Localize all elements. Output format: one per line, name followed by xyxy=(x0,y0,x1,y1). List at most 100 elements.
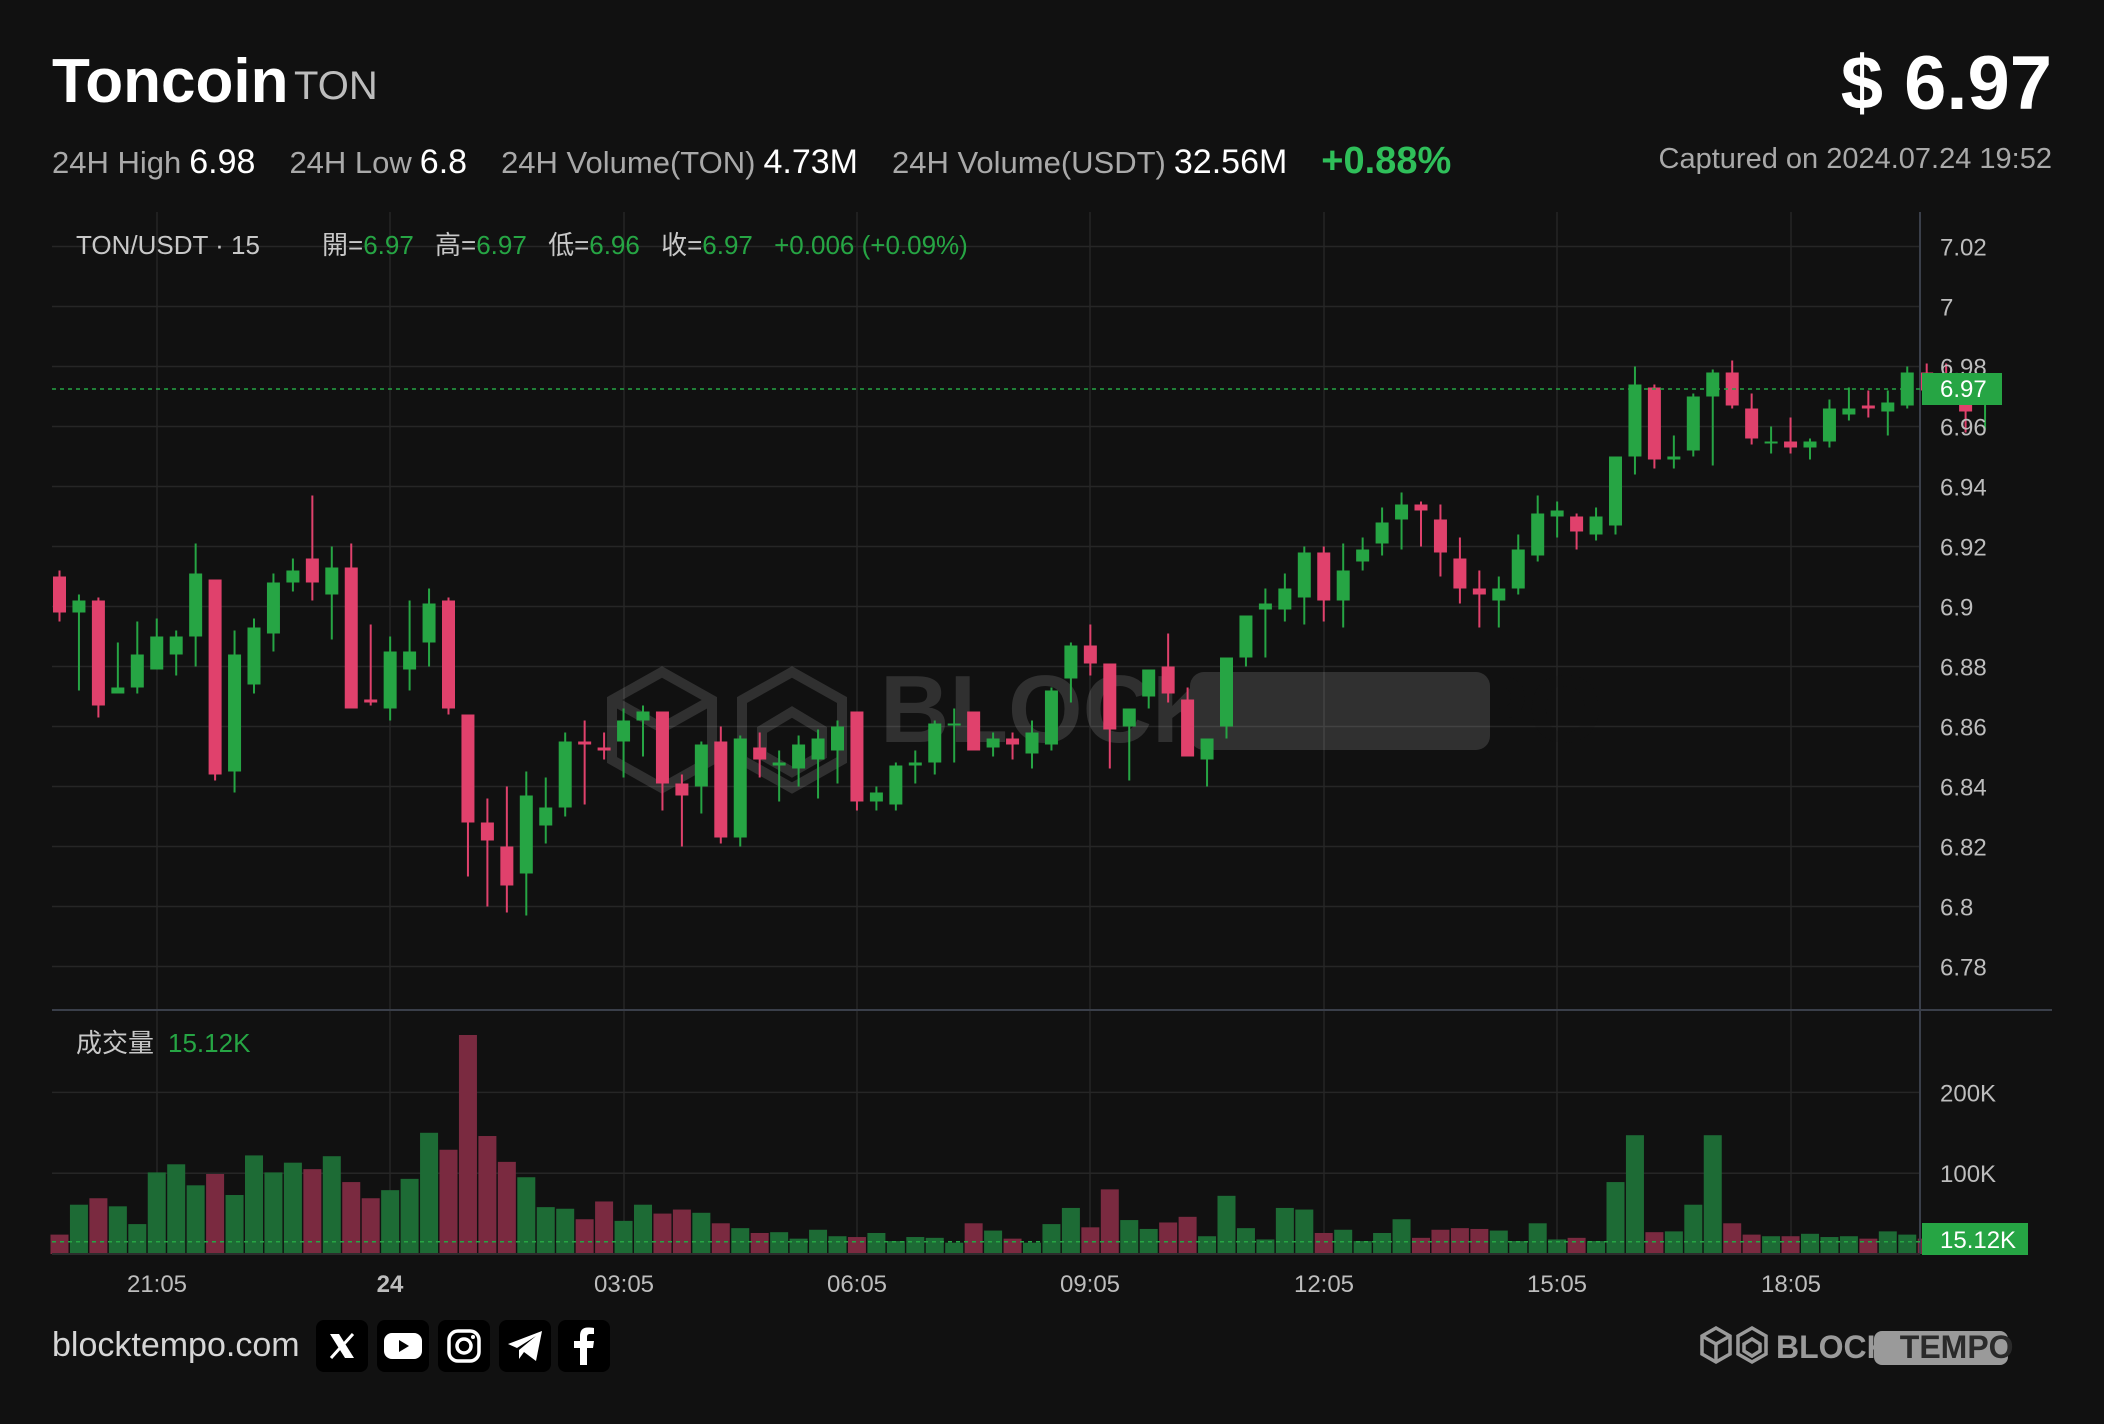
candle xyxy=(1433,504,1447,577)
stat-value-low: 6.8 xyxy=(419,143,468,181)
candle-body xyxy=(1122,708,1136,727)
candle-body xyxy=(461,714,475,823)
candle xyxy=(1628,366,1642,475)
telegram-icon[interactable] xyxy=(499,1320,551,1372)
x-icon[interactable] xyxy=(316,1320,368,1372)
volume-bar xyxy=(614,1220,633,1254)
candle xyxy=(150,618,164,670)
high-label: 高= xyxy=(435,230,476,260)
last-volume-label: 15.12K xyxy=(1940,1227,2016,1254)
volume-bar xyxy=(478,1136,497,1254)
candle xyxy=(228,630,242,793)
candle-body xyxy=(364,699,378,703)
candle-body xyxy=(850,711,864,802)
candle xyxy=(1336,543,1350,628)
candle xyxy=(1395,492,1409,550)
volume-bar xyxy=(1898,1234,1917,1254)
volume-bar xyxy=(1703,1135,1722,1254)
volume-bar xyxy=(1820,1237,1839,1254)
candle xyxy=(1764,426,1778,454)
candle-body xyxy=(1881,402,1895,412)
candle-body xyxy=(617,720,631,742)
volume-bar xyxy=(556,1208,575,1254)
candle xyxy=(519,771,533,916)
y-tick-label: 6.9 xyxy=(1940,595,1973,622)
volume-bar xyxy=(1042,1224,1061,1254)
candle-body xyxy=(403,651,417,670)
candle-body xyxy=(1239,615,1253,658)
candle-body xyxy=(1531,513,1545,556)
x-tick-label: 24 xyxy=(377,1271,404,1298)
candles xyxy=(53,360,1992,916)
stat-value-volume-usdt: 32.56M xyxy=(1173,143,1288,181)
x-tick-label: 03:05 xyxy=(594,1271,654,1298)
volume-bar xyxy=(322,1156,341,1254)
candle-body xyxy=(694,744,708,787)
candle xyxy=(1842,387,1856,421)
candle-body xyxy=(655,711,669,784)
footer-site[interactable]: blocktempo.com xyxy=(52,1326,300,1364)
y-tick-label: 6.88 xyxy=(1940,655,1987,682)
volume-bar xyxy=(1587,1241,1606,1254)
volume-bar xyxy=(108,1206,127,1254)
youtube-icon[interactable] xyxy=(377,1320,429,1372)
candle-body xyxy=(714,741,728,838)
candle-body xyxy=(150,636,164,670)
candle-body xyxy=(539,807,553,826)
volume-bar xyxy=(750,1232,769,1254)
candle-body xyxy=(597,747,611,751)
facebook-icon[interactable] xyxy=(558,1320,610,1372)
volume-bar xyxy=(264,1172,283,1254)
candle xyxy=(247,618,261,694)
volume-bar xyxy=(809,1229,828,1254)
candle-body xyxy=(228,654,242,772)
candle xyxy=(1453,537,1467,604)
open-label: 開= xyxy=(322,230,363,260)
candle xyxy=(1861,390,1875,418)
candle xyxy=(694,741,708,814)
candle-body xyxy=(1083,645,1097,664)
candle xyxy=(266,573,280,652)
last-price-label: 6.97 xyxy=(1940,376,1987,403)
y-tick-label: 7.02 xyxy=(1940,235,1987,262)
volume-bar xyxy=(283,1162,302,1254)
volume-bar xyxy=(536,1207,555,1254)
candle xyxy=(169,630,183,676)
last-volume-tag xyxy=(1922,1223,2028,1255)
coin-name: Toncoin xyxy=(52,47,289,116)
candle-body xyxy=(111,687,125,694)
volume-bar xyxy=(1528,1223,1547,1254)
candle xyxy=(1025,720,1039,769)
candle xyxy=(91,597,105,718)
candle-body xyxy=(1745,408,1759,439)
volume-bar xyxy=(1003,1238,1022,1254)
candle xyxy=(325,546,339,640)
candle-body xyxy=(1900,372,1914,406)
candle xyxy=(889,762,903,811)
candle xyxy=(189,543,203,667)
candle-body xyxy=(1258,603,1272,610)
candle-body xyxy=(344,567,358,709)
ohlc-legend: 開=6.97 高=6.97 低=6.96 收=6.97 +0.006 (+0.0… xyxy=(322,230,968,260)
volume-bar xyxy=(653,1213,672,1254)
volume-bar xyxy=(1198,1236,1217,1254)
candle-body xyxy=(325,567,339,595)
candle xyxy=(1278,573,1292,622)
candle-body xyxy=(967,711,981,751)
y-tick-label: 6.84 xyxy=(1940,775,1987,802)
candle-body xyxy=(422,603,436,643)
stat-label-low: 24H Low xyxy=(289,145,412,180)
candle-body xyxy=(1822,408,1836,442)
stat-label-volume-usdt: 24H Volume(USDT) xyxy=(891,145,1166,180)
candle-body xyxy=(889,765,903,805)
candle xyxy=(1609,456,1622,535)
stat-label-volume-ton: 24H Volume(TON) xyxy=(501,145,756,180)
volume-bar xyxy=(945,1242,964,1254)
candle xyxy=(1531,495,1545,562)
instagram-icon[interactable] xyxy=(438,1320,490,1372)
volume-bar xyxy=(303,1169,322,1254)
volume-bar xyxy=(906,1237,925,1254)
candle-body xyxy=(772,762,786,766)
volume-bar xyxy=(984,1230,1003,1254)
candle xyxy=(1589,507,1603,541)
